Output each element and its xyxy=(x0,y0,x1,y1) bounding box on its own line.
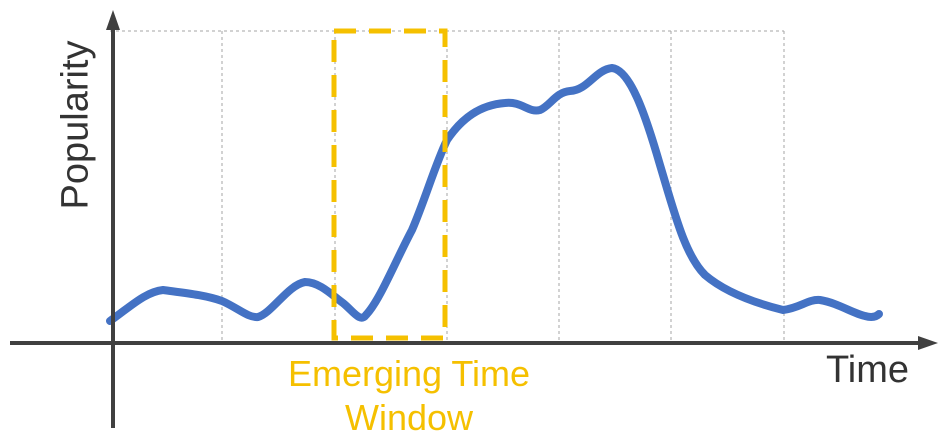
emerging-window-label-line-1: Emerging Time xyxy=(287,353,531,394)
y-axis-arrowhead xyxy=(106,10,120,30)
x-axis-arrowhead xyxy=(918,336,938,350)
y-axis-label: Popularity xyxy=(54,40,97,210)
popularity-curve xyxy=(106,64,883,325)
emerging-window-label: Emerging Time Window xyxy=(259,352,559,434)
x-axis-label: Time xyxy=(826,349,910,391)
axes xyxy=(10,10,938,428)
emerging-window-label-line-2: Window xyxy=(344,397,474,434)
emerging-window-box xyxy=(331,28,448,341)
